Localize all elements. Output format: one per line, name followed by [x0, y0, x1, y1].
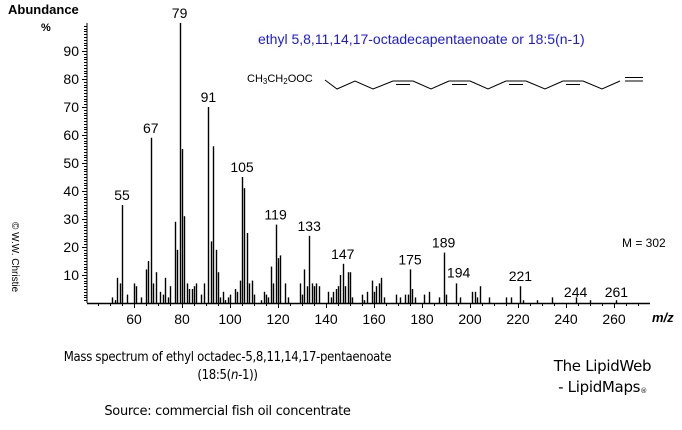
y-tick-label: 90: [63, 43, 79, 59]
brand-logo-text: The LipidWeb - LipidMaps®: [540, 356, 665, 402]
y-axis: 10 20 30 40 50 60 70 80 90: [63, 23, 88, 303]
caption-text: -1)): [238, 368, 258, 383]
peak-label: 55: [114, 187, 130, 203]
peak-label: 105: [230, 159, 254, 175]
x-tick-label: 60: [126, 311, 142, 327]
compound-title: ethyl 5,8,11,14,17-octadecapentaenoate o…: [258, 31, 585, 47]
peak-label: 133: [298, 218, 322, 234]
registered-mark: ®: [640, 387, 647, 395]
x-tick-label: 240: [554, 311, 578, 327]
peak-label: 147: [331, 246, 355, 262]
peak-label: 119: [264, 207, 287, 223]
x-tick-label: 260: [602, 311, 626, 327]
x-tick-label: 80: [174, 311, 190, 327]
structure-formula-prefix: CH3CH2OOC: [247, 73, 313, 86]
peak-labels: 55 67 79 91 105 119 133 147 175 189 194 221 244 261: [114, 5, 628, 300]
x-tick-label: 180: [410, 311, 434, 327]
peak-label: 194: [447, 264, 471, 280]
formula-sub-3: 3: [262, 77, 268, 86]
brand-name: - LipidMaps: [558, 378, 641, 396]
source-note: Source: commercial fish oil concentrate: [104, 404, 351, 419]
y-tick-label: 60: [63, 127, 79, 143]
formula-sub-2: 2: [283, 77, 288, 86]
y-tick-label: 80: [63, 71, 79, 87]
formula-ch: CH: [267, 73, 284, 85]
brand-line-2: - LipidMaps®: [540, 377, 665, 402]
peak-label: 189: [432, 235, 456, 251]
x-axis: 60 80 100 120 140 160 180 200 220 240 260: [87, 302, 650, 327]
peak-label: 91: [201, 89, 217, 105]
y-tick-label: 20: [63, 239, 79, 255]
brand-line-1: The LipidWeb: [553, 357, 652, 375]
chemical-structure: [324, 77, 643, 90]
peak-label: 67: [143, 120, 159, 136]
x-tick-label: 220: [506, 311, 530, 327]
figure-caption: Mass spectrum of ethyl octadec-5,8,11,14…: [0, 349, 455, 385]
y-axis-unit: %: [41, 22, 51, 34]
formula-ooc: OOC: [287, 73, 313, 85]
peak-label: 221: [509, 268, 533, 284]
y-tick-label: 40: [63, 183, 79, 199]
formula-ch: CH: [247, 73, 263, 85]
x-axis-label: m/z: [652, 310, 674, 325]
y-tick-label: 10: [63, 267, 79, 283]
x-tick-label: 100: [218, 311, 242, 327]
y-tick-label: 30: [63, 211, 79, 227]
peak-label: 261: [605, 284, 629, 300]
x-tick-label: 160: [362, 311, 386, 327]
copyright-notice: © W.W. Christie: [9, 222, 20, 293]
y-tick-label: 50: [63, 155, 79, 171]
x-tick-label: 120: [266, 311, 290, 327]
y-tick-label: 70: [63, 99, 79, 115]
peak-label: 244: [564, 284, 588, 300]
x-tick-label: 200: [458, 311, 482, 327]
x-tick-label: 140: [314, 311, 338, 327]
caption-line-1: Mass spectrum of ethyl octadec-5,8,11,14…: [63, 350, 392, 365]
peak-label: 175: [398, 251, 422, 267]
y-axis-title: Abundance: [8, 2, 79, 17]
caption-line-2: (18:5(n-1)): [0, 367, 455, 385]
spectrum-bars: [111, 23, 618, 303]
peak-label: 79: [172, 5, 188, 21]
caption-italic-n: n: [230, 368, 239, 383]
molecular-ion-label: M = 302: [622, 236, 666, 250]
caption-text: (18:5(: [197, 368, 231, 383]
